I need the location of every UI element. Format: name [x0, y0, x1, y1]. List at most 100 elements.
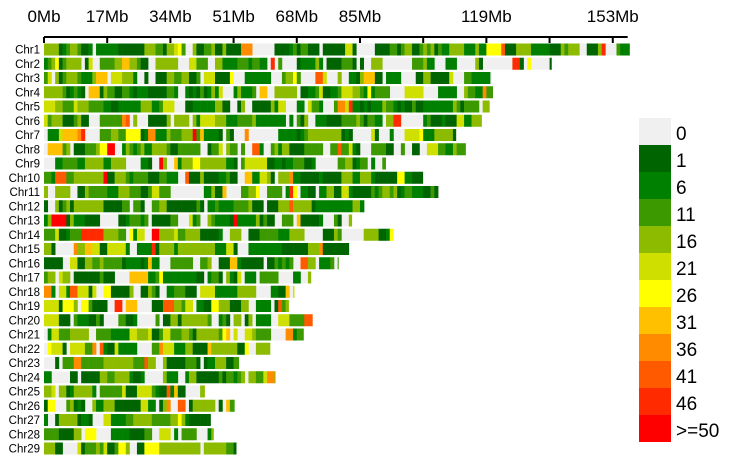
- density-bin: [400, 143, 405, 156]
- density-bin: [274, 200, 279, 213]
- density-bin: [557, 43, 562, 56]
- density-bin: [222, 57, 227, 70]
- density-bin: [118, 186, 123, 198]
- density-bin: [330, 143, 335, 156]
- density-bin: [267, 171, 272, 184]
- density-bin: [233, 357, 238, 369]
- density-bin: [118, 414, 123, 426]
- density-bin: [207, 214, 212, 227]
- density-bin: [252, 257, 257, 270]
- density-bin: [92, 228, 97, 241]
- density-bin: [136, 399, 141, 412]
- density-bin: [162, 300, 167, 312]
- density-bin: [270, 57, 275, 70]
- density-bin: [51, 43, 56, 56]
- density-bin: [233, 328, 238, 341]
- density-bin: [211, 285, 216, 298]
- density-bin: [55, 428, 60, 441]
- density-bin: [315, 243, 320, 255]
- density-bin: [371, 129, 376, 141]
- density-bin: [114, 385, 119, 398]
- density-bin: [162, 442, 167, 455]
- density-bin: [281, 157, 286, 170]
- density-bin: [438, 129, 443, 141]
- legend-swatch: [639, 361, 671, 388]
- density-bin: [88, 200, 93, 213]
- density-bin: [467, 100, 472, 113]
- density-bin: [103, 57, 108, 70]
- density-bin: [103, 100, 108, 113]
- density-bin: [259, 257, 264, 270]
- density-bin: [296, 157, 301, 170]
- density-bin: [155, 114, 160, 127]
- density-bin: [129, 314, 134, 327]
- density-bin: [170, 300, 175, 312]
- density-bin: [122, 428, 127, 441]
- density-bin: [285, 200, 290, 213]
- density-bin: [241, 200, 246, 213]
- density-bin: [296, 43, 301, 56]
- legend-label: 16: [676, 232, 697, 253]
- density-bin: [159, 100, 164, 113]
- density-bin: [125, 342, 130, 355]
- density-bin: [241, 143, 246, 156]
- density-bin: [159, 243, 164, 255]
- density-bin: [185, 171, 190, 184]
- density-bin: [341, 100, 346, 113]
- density-bin: [337, 171, 342, 184]
- density-bin: [103, 300, 108, 312]
- density-bin: [58, 100, 63, 113]
- density-bin: [188, 57, 193, 70]
- density-bin: [140, 442, 145, 455]
- density-bin: [122, 257, 127, 270]
- density-bin: [188, 414, 193, 426]
- density-bin: [125, 86, 130, 99]
- density-bin: [185, 243, 190, 255]
- density-bin: [118, 100, 123, 113]
- density-bin: [478, 43, 483, 56]
- density-bin: [281, 285, 286, 298]
- density-bin: [449, 129, 454, 141]
- density-bin: [241, 285, 246, 298]
- density-bin: [103, 200, 108, 213]
- density-bin: [445, 143, 450, 156]
- density-bin: [88, 385, 93, 398]
- density-bin: [44, 114, 49, 127]
- density-bin: [181, 285, 186, 298]
- density-bin: [263, 100, 268, 113]
- density-bin: [430, 43, 435, 56]
- density-bin: [166, 399, 171, 412]
- density-bin: [270, 271, 275, 284]
- density-bin: [475, 114, 480, 127]
- density-bin: [174, 43, 179, 56]
- density-bin: [389, 186, 394, 198]
- density-bin: [267, 157, 272, 170]
- density-bin: [426, 43, 431, 56]
- density-bin: [58, 414, 63, 426]
- density-bin: [159, 214, 164, 227]
- density-bin: [99, 371, 104, 384]
- density-bin: [192, 399, 197, 412]
- density-bin: [226, 57, 231, 70]
- density-bin: [96, 200, 101, 213]
- density-bin: [129, 86, 134, 99]
- density-bin: [207, 200, 212, 213]
- density-bin: [66, 214, 71, 227]
- density-bin: [296, 228, 301, 241]
- density-bin: [47, 300, 52, 312]
- density-bin: [44, 399, 49, 412]
- density-bin: [449, 100, 454, 113]
- density-bin: [512, 57, 517, 70]
- density-bin: [181, 43, 186, 56]
- density-bin: [404, 86, 409, 99]
- density-bin: [47, 129, 52, 141]
- density-bin: [107, 157, 112, 170]
- density-bin: [58, 57, 63, 70]
- density-bin: [378, 114, 383, 127]
- density-bin: [144, 428, 149, 441]
- density-bin: [233, 114, 238, 127]
- density-bin: [300, 186, 305, 198]
- density-bin: [122, 100, 127, 113]
- density-bin: [188, 157, 193, 170]
- density-bin: [419, 43, 424, 56]
